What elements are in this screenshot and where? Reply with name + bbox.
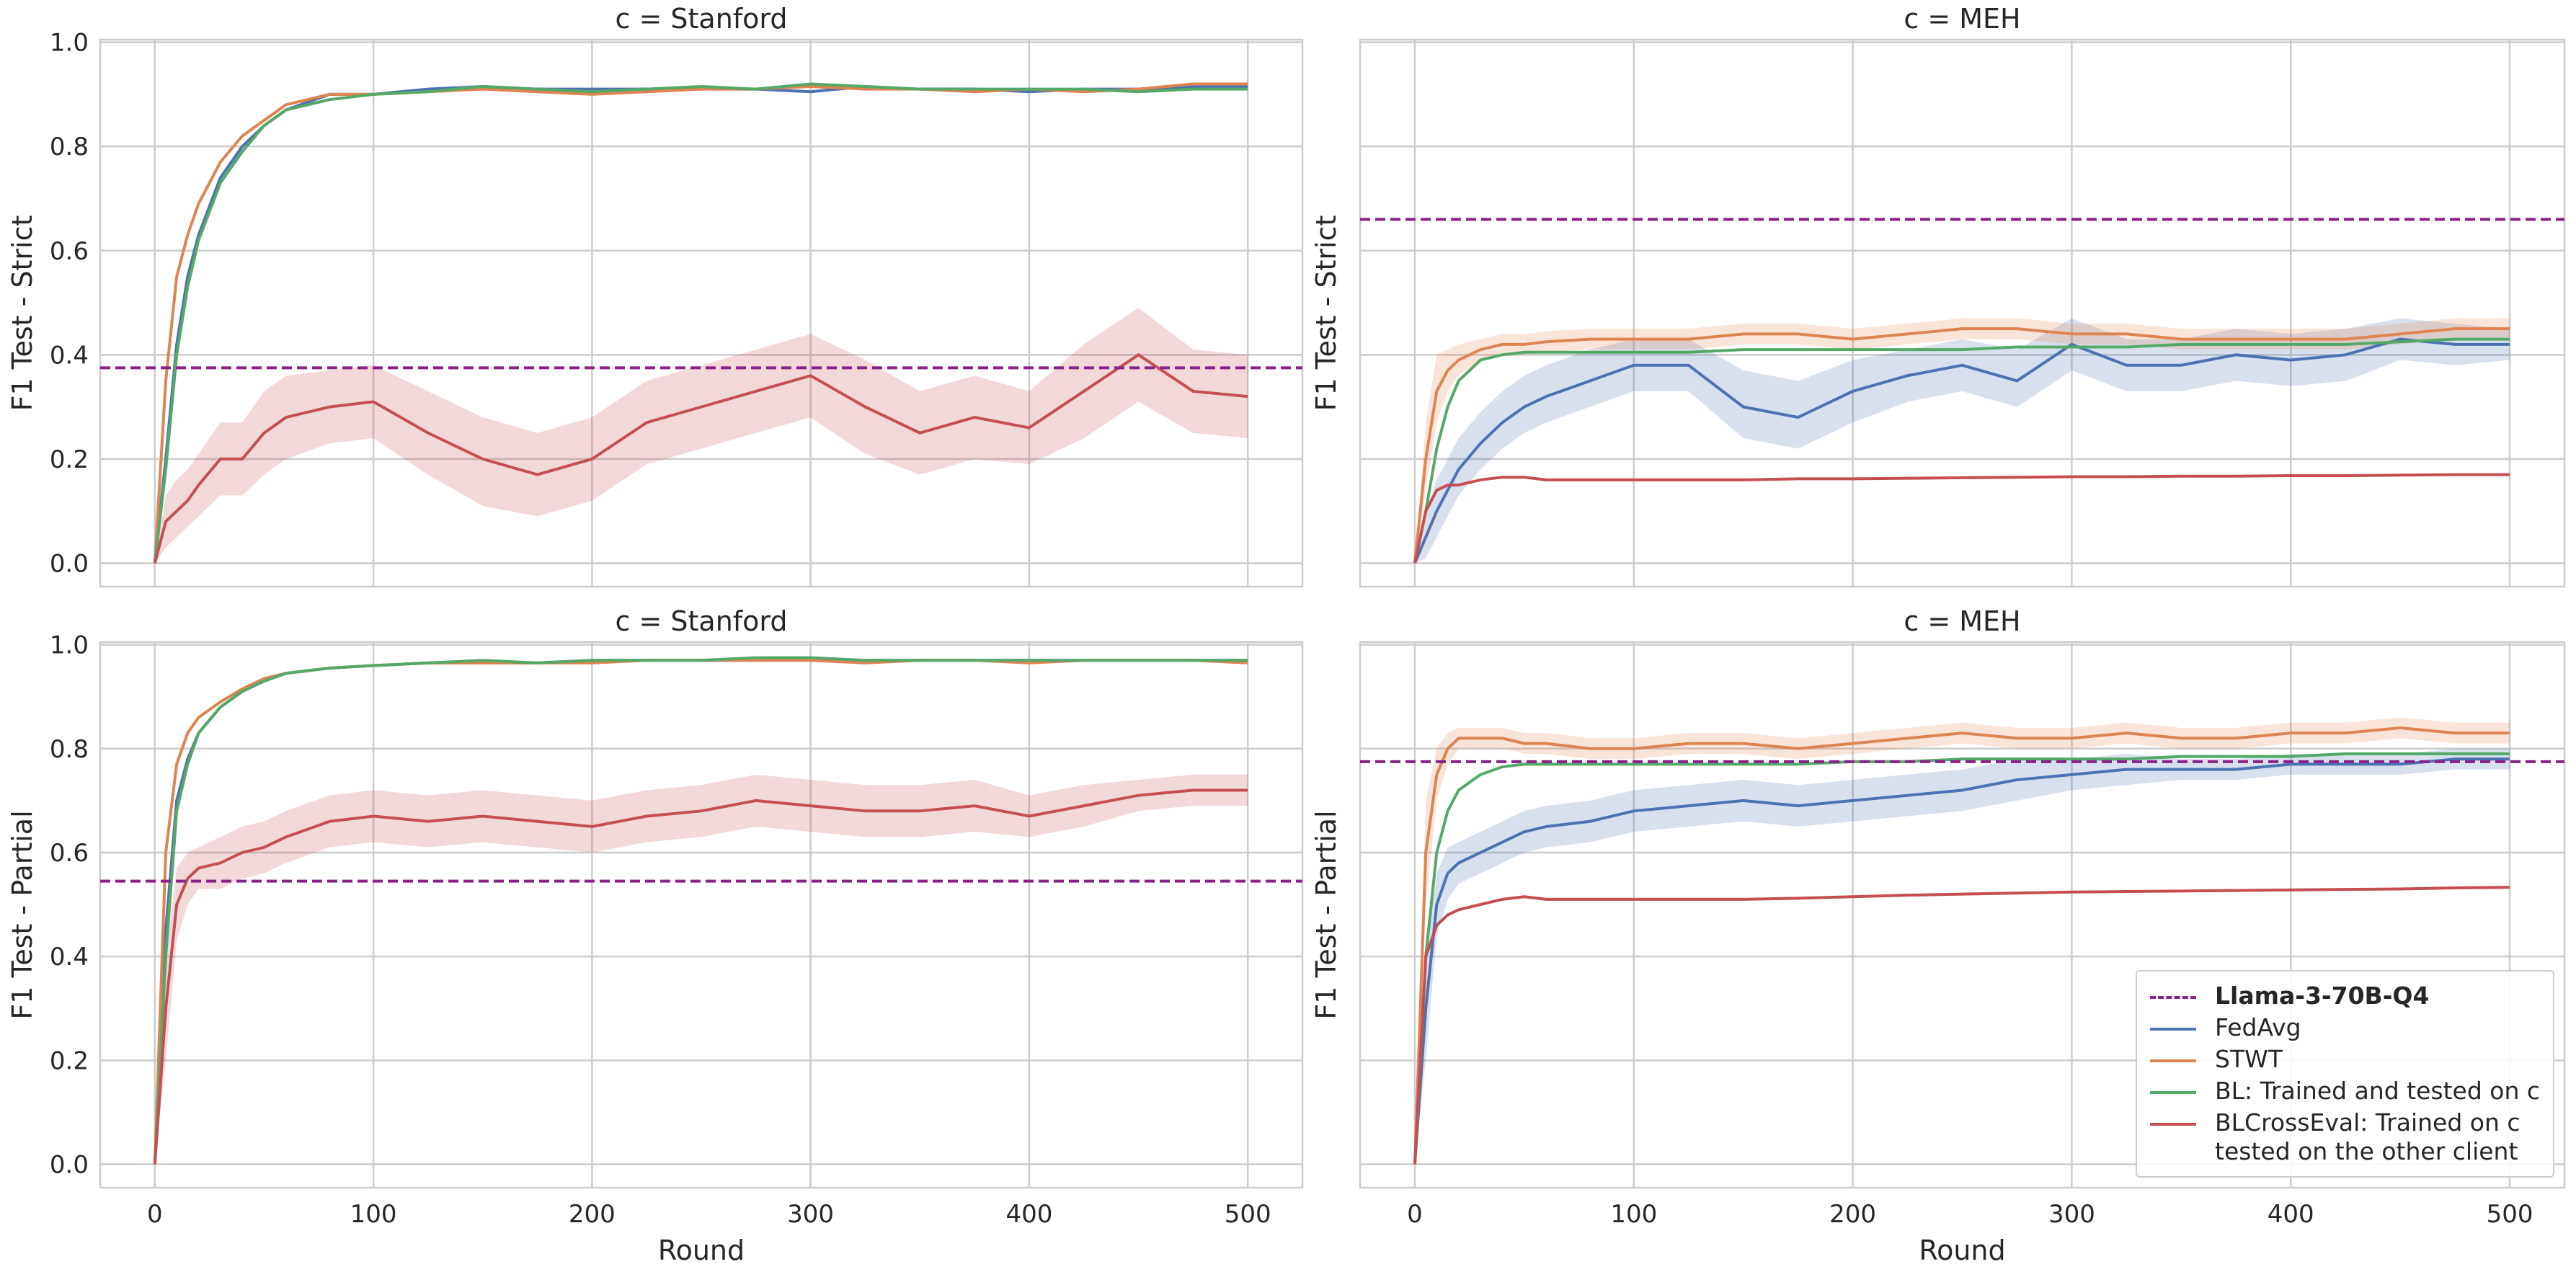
x-tick-label: 100 [1610, 1200, 1657, 1229]
legend: Llama-3-70B-Q4 FedAvg STWT BL: Trained and … [2136, 970, 2554, 1178]
legend-label: STWT [2215, 1045, 2283, 1073]
legend-entry: Llama-3-70B-Q4 [2150, 982, 2540, 1010]
confidence-band [1414, 318, 2510, 564]
x-tick-label: 500 [1225, 1200, 1271, 1229]
x-axis-label: Round [658, 1235, 745, 1266]
y-axis-label: F1 Test - Strict [1310, 215, 1342, 412]
y-tick-label: 0.4 [50, 943, 89, 971]
series-line [1413, 337, 2510, 564]
legend-entry: FedAvg [2150, 1013, 2540, 1042]
y-tick-label: 1.0 [50, 29, 89, 58]
x-tick-label: 0 [147, 1200, 163, 1229]
legend-swatch [2150, 1123, 2197, 1126]
series-line [1413, 726, 2510, 1165]
legend-entry: BLCrossEval: Trained on c tested on the … [2150, 1108, 2540, 1166]
series-line [1413, 752, 2510, 1165]
series-line [1413, 337, 2510, 564]
y-tick-label: 1.0 [50, 631, 89, 660]
legend-entry: STWT [2150, 1045, 2540, 1074]
panel: c = MEH F1 Test - Strict [1310, 3, 2566, 588]
x-tick-label: 100 [350, 1200, 397, 1229]
x-axis-label: Round [1919, 1235, 2005, 1266]
panel-title: c = Stanford [616, 605, 788, 637]
x-tick-label: 200 [1829, 1200, 1876, 1229]
y-axis-label: F1 Test - Partial [1310, 810, 1342, 1019]
legend-swatch [2150, 1028, 2197, 1031]
series-line [153, 352, 1248, 564]
legend-swatch [2150, 1059, 2197, 1062]
y-tick-label: 0.2 [50, 1046, 89, 1075]
y-tick-label: 0.4 [50, 341, 89, 370]
legend-swatch [2150, 1091, 2197, 1094]
x-tick-label: 0 [1407, 1200, 1423, 1229]
x-tick-label: 300 [2048, 1200, 2095, 1229]
series-line [1413, 473, 2510, 564]
y-tick-label: 0.0 [50, 1151, 89, 1180]
x-tick-label: 400 [1005, 1200, 1052, 1229]
x-tick-label: 200 [569, 1200, 616, 1229]
y-axis-label: F1 Test - Partial [6, 810, 38, 1019]
y-tick-label: 0.0 [50, 549, 89, 578]
x-tick-label: 400 [2268, 1200, 2314, 1229]
panel: c = Stanford 0.0 0.2 0.4 0.6 0.8 1.0 0 100 200 300… [6, 605, 1304, 1266]
legend-label: BLCrossEval: Trained on c tested on the … [2215, 1108, 2521, 1165]
series-line [153, 656, 1248, 1165]
legend-entry: BL: Trained and tested on c [2150, 1077, 2540, 1106]
series-line [1413, 327, 2510, 564]
panel-title: c = Stanford [616, 3, 788, 35]
legend-swatch [2150, 996, 2197, 999]
plot-area [99, 38, 1304, 588]
series-line [153, 82, 1248, 564]
panel-title: c = MEH [1904, 605, 2020, 637]
y-axis-label: F1 Test - Strict [6, 215, 38, 412]
panel-title: c = MEH [1904, 3, 2020, 35]
legend-label: BL: Trained and tested on c [2215, 1077, 2540, 1105]
plot-area [99, 641, 1304, 1189]
panel: c = Stanford 0.0 0.2 0.4 0.6 0.8 1.0 F1 Test - … [6, 3, 1304, 588]
x-tick-label: 300 [787, 1200, 834, 1229]
y-tick-label: 0.8 [50, 735, 89, 764]
legend-label: Llama-3-70B-Q4 [2215, 982, 2430, 1010]
y-tick-label: 0.2 [50, 445, 89, 474]
series-line [153, 788, 1248, 1165]
y-tick-label: 0.6 [50, 237, 89, 266]
series-line [1413, 757, 2510, 1165]
y-tick-label: 0.8 [50, 133, 89, 161]
x-tick-label: 500 [2487, 1200, 2533, 1229]
legend-label: FedAvg [2215, 1013, 2301, 1041]
y-tick-label: 0.6 [50, 839, 89, 868]
confidence-band [154, 308, 1248, 564]
series-line [1413, 886, 2510, 1165]
plot-area [1359, 38, 2566, 588]
